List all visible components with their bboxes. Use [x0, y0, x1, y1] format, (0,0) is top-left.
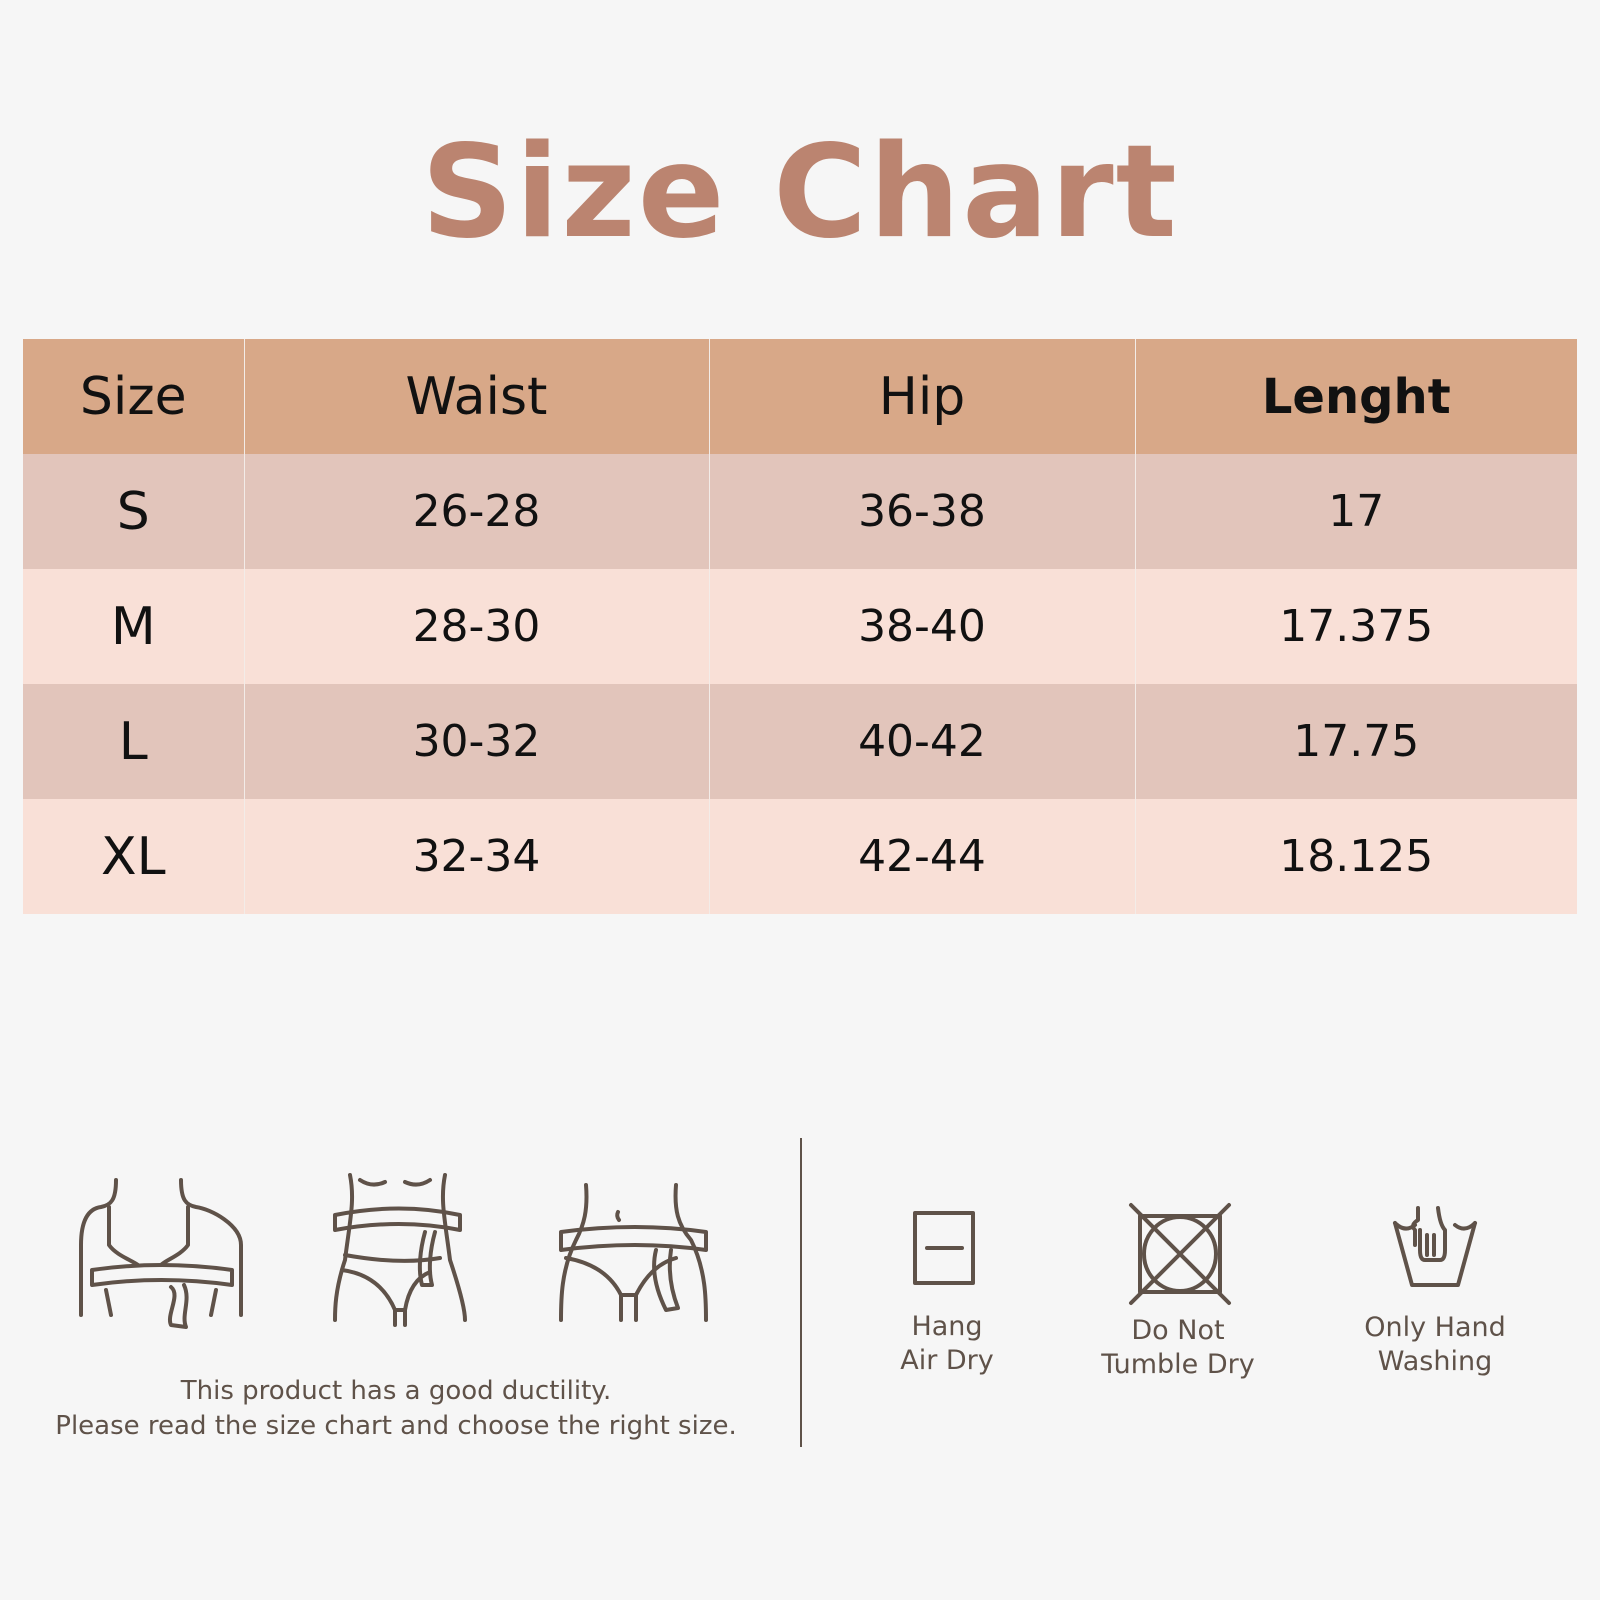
cell-size: M: [23, 569, 244, 684]
cell-size: XL: [23, 799, 244, 914]
section-divider: [800, 1138, 802, 1447]
cell-length: 17.375: [1134, 569, 1577, 684]
waist-measure-icon: [330, 1170, 480, 1339]
hang-dry-icon: [912, 1210, 978, 1290]
cell-hip: 38-40: [708, 569, 1135, 684]
page-title: Size Chart: [421, 118, 1179, 267]
cell-waist: 28-30: [243, 569, 709, 684]
table-row: L 30-32 40-42 17.75: [23, 684, 1577, 799]
size-table: Size Waist Hip Lenght S 26-28 36-38 17 M…: [23, 339, 1577, 914]
care-label-hang-dry: Hang Air Dry: [817, 1310, 1077, 1378]
table-row: S 26-28 36-38 17: [23, 454, 1577, 569]
cell-length: 17.75: [1134, 684, 1577, 799]
table-row: XL 32-34 42-44 18.125: [23, 799, 1577, 914]
bust-measure-icon: [76, 1175, 246, 1339]
care-label-line: Hang: [911, 1311, 983, 1342]
no-tumble-dry-icon: [1128, 1202, 1232, 1310]
table-row: M 28-30 38-40 17.375: [23, 569, 1577, 684]
cell-length: 17: [1134, 454, 1577, 569]
header-hip: Hip: [708, 339, 1135, 454]
cell-waist: 30-32: [243, 684, 709, 799]
cell-waist: 32-34: [243, 799, 709, 914]
cell-hip: 36-38: [708, 454, 1135, 569]
header-length: Lenght: [1134, 339, 1577, 454]
care-label-line: Tumble Dry: [1101, 1349, 1255, 1380]
care-label-line: Air Dry: [900, 1345, 994, 1376]
cell-size: S: [23, 454, 244, 569]
hand-wash-icon: [1390, 1205, 1480, 1294]
cell-hip: 42-44: [708, 799, 1135, 914]
header-waist: Waist: [243, 339, 709, 454]
hip-measure-icon: [556, 1180, 716, 1334]
table-header-row: Size Waist Hip Lenght: [23, 339, 1577, 454]
note-line-1: This product has a good ductility.: [180, 1376, 612, 1406]
care-label-line: Only Hand: [1364, 1312, 1506, 1343]
header-size: Size: [23, 339, 244, 454]
care-label-line: Do Not: [1131, 1315, 1225, 1346]
cell-hip: 40-42: [708, 684, 1135, 799]
care-label-no-tumble-dry: Do Not Tumble Dry: [1048, 1314, 1308, 1382]
ductility-note: This product has a good ductility. Pleas…: [40, 1374, 752, 1444]
note-line-2: Please read the size chart and choose th…: [55, 1411, 737, 1441]
cell-length: 18.125: [1134, 799, 1577, 914]
care-label-line: Washing: [1377, 1346, 1493, 1377]
cell-waist: 26-28: [243, 454, 709, 569]
cell-size: L: [23, 684, 244, 799]
care-label-hand-wash: Only Hand Washing: [1305, 1311, 1565, 1379]
